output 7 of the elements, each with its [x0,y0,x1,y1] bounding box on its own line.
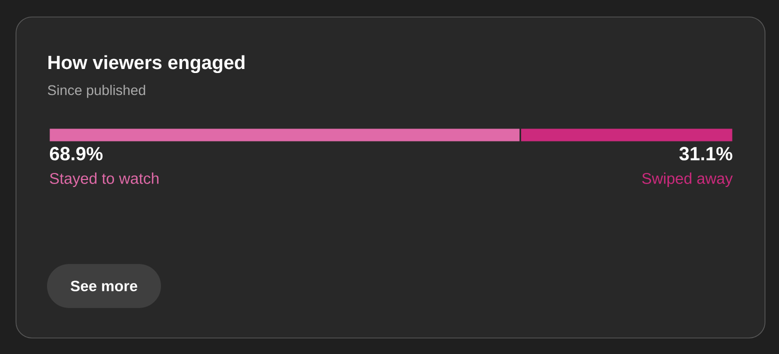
chart-subtitle: Since published [48,84,146,98]
data-label: 31.1% [679,146,732,160]
series-label: Swiped away [642,172,733,188]
series-label: Stayed to watch [50,172,158,188]
data-label: 68.9% [50,146,103,160]
chart-title: How viewers engaged [48,55,244,74]
text: See more [70,280,138,292]
